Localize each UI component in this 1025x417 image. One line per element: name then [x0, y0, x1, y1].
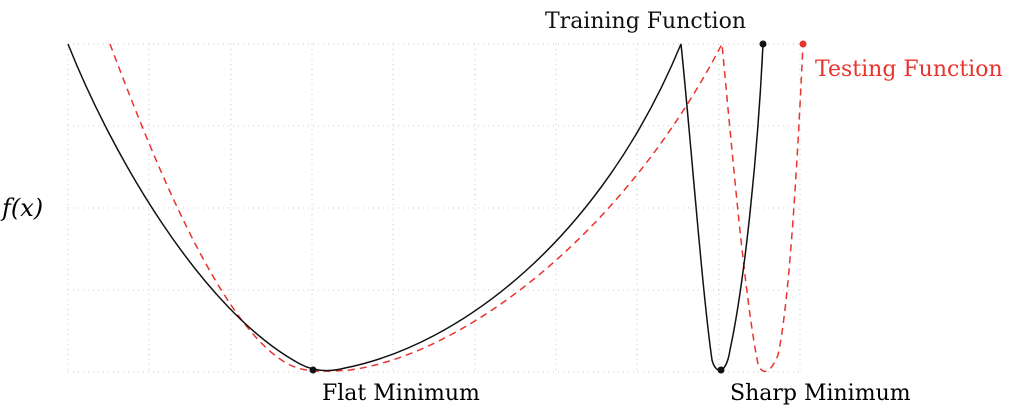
background-grid: [67, 43, 801, 373]
flat-minimum-label: Flat Minimum: [322, 381, 480, 406]
flat-minimum-dot: [309, 366, 317, 374]
y-axis-label: f(x): [0, 194, 43, 222]
sharp-minimum-label: Sharp Minimum: [730, 381, 911, 406]
training-function-endpoint-dot: [759, 40, 767, 48]
testing-function-curve: [109, 41, 804, 373]
training-function-label: Training Function: [545, 9, 746, 34]
sharp-minimum-dot: [717, 366, 725, 374]
testing-function-endpoint-dot: [799, 40, 807, 48]
testing-function-label: Testing Function: [815, 57, 1003, 82]
training-function-curve: [67, 43, 764, 372]
